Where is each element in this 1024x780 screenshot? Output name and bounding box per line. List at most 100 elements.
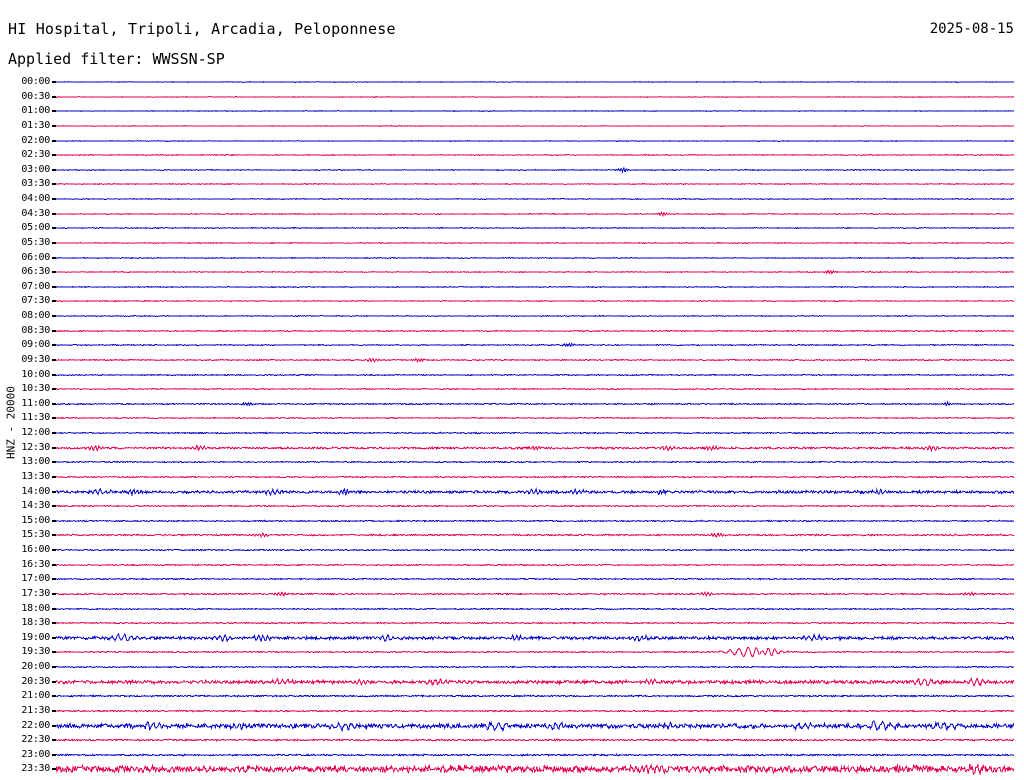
time-axis-label: 17:30 bbox=[21, 587, 50, 599]
seismic-trace bbox=[56, 431, 1014, 435]
trace-row: 06:30 bbox=[0, 265, 1024, 279]
seismic-trace bbox=[56, 300, 1014, 303]
time-axis-label: 20:30 bbox=[21, 675, 50, 687]
time-axis-label: 07:00 bbox=[21, 280, 50, 292]
trace-row: 04:30 bbox=[0, 207, 1024, 221]
axis-tick bbox=[52, 344, 56, 347]
trace-row: 18:00 bbox=[0, 602, 1024, 616]
trace-row: 14:00 bbox=[0, 485, 1024, 499]
seismic-trace bbox=[56, 197, 1014, 201]
trace-row: 05:00 bbox=[0, 221, 1024, 235]
seismic-trace bbox=[56, 124, 1014, 127]
trace-row: 05:30 bbox=[0, 236, 1024, 250]
seismic-trace bbox=[56, 95, 1014, 98]
axis-tick bbox=[52, 680, 56, 683]
time-axis-label: 21:00 bbox=[21, 690, 50, 702]
axis-tick bbox=[52, 198, 56, 200]
trace-row: 22:00 bbox=[0, 719, 1024, 733]
time-axis-label: 19:00 bbox=[21, 631, 50, 643]
trace-row: 23:30 bbox=[0, 762, 1024, 776]
axis-tick bbox=[52, 417, 56, 420]
time-axis-label: 22:30 bbox=[21, 734, 50, 746]
trace-row: 07:00 bbox=[0, 280, 1024, 294]
trace-row: 04:00 bbox=[0, 192, 1024, 206]
axis-tick bbox=[52, 519, 56, 522]
time-axis-label: 13:00 bbox=[21, 456, 50, 468]
trace-row: 20:00 bbox=[0, 660, 1024, 674]
seismic-trace bbox=[56, 210, 1014, 217]
time-axis-label: 20:00 bbox=[21, 661, 50, 672]
axis-tick bbox=[52, 695, 56, 698]
time-axis-label: 19:30 bbox=[21, 646, 50, 658]
axis-tick bbox=[52, 388, 56, 391]
axis-tick bbox=[52, 490, 56, 493]
time-axis-label: 10:30 bbox=[21, 383, 50, 395]
axis-tick bbox=[52, 666, 56, 668]
axis-tick bbox=[52, 212, 56, 215]
seismic-trace bbox=[56, 532, 1014, 539]
seismic-trace bbox=[56, 81, 1014, 83]
trace-row: 20:30 bbox=[0, 675, 1024, 689]
time-axis-label: 16:00 bbox=[21, 544, 50, 555]
axis-tick bbox=[52, 446, 56, 449]
trace-row: 01:00 bbox=[0, 104, 1024, 118]
seismic-trace bbox=[56, 590, 1014, 597]
time-axis-label: 01:30 bbox=[21, 119, 50, 131]
time-axis-label: 14:30 bbox=[21, 500, 50, 512]
seismic-trace bbox=[56, 417, 1014, 420]
seismic-trace bbox=[56, 329, 1014, 332]
time-axis-label: 21:30 bbox=[21, 704, 50, 716]
trace-row: 08:30 bbox=[0, 324, 1024, 338]
seismic-trace bbox=[56, 519, 1014, 523]
trace-row: 07:30 bbox=[0, 294, 1024, 308]
axis-tick bbox=[52, 256, 56, 259]
trace-row: 09:00 bbox=[0, 338, 1024, 352]
axis-tick bbox=[52, 402, 56, 405]
trace-row: 23:00 bbox=[0, 748, 1024, 762]
trace-row: 16:30 bbox=[0, 558, 1024, 572]
trace-row: 15:30 bbox=[0, 528, 1024, 542]
seismic-trace bbox=[56, 647, 1014, 658]
time-axis-label: 09:30 bbox=[21, 353, 50, 365]
seismic-trace bbox=[56, 548, 1014, 552]
seismic-trace bbox=[56, 387, 1014, 391]
axis-tick bbox=[52, 183, 56, 186]
seismic-trace bbox=[56, 227, 1014, 230]
seismic-trace bbox=[56, 460, 1014, 464]
seismic-trace bbox=[56, 183, 1014, 186]
seismic-trace bbox=[56, 399, 1014, 407]
axis-tick bbox=[52, 329, 56, 332]
time-axis-label: 03:30 bbox=[21, 178, 50, 190]
axis-tick bbox=[52, 651, 56, 654]
trace-row: 09:30 bbox=[0, 353, 1024, 367]
time-axis-label: 18:00 bbox=[21, 602, 50, 614]
axis-tick bbox=[52, 724, 56, 727]
axis-tick bbox=[52, 475, 56, 478]
axis-tick bbox=[52, 592, 56, 595]
time-axis-label: 13:30 bbox=[21, 470, 50, 482]
time-axis-label: 12:30 bbox=[21, 441, 50, 453]
seismic-trace bbox=[56, 676, 1014, 687]
trace-row: 17:30 bbox=[0, 587, 1024, 601]
axis-tick bbox=[52, 549, 56, 551]
axis-tick bbox=[52, 241, 56, 244]
seismic-trace bbox=[56, 632, 1014, 643]
trace-row: 14:30 bbox=[0, 499, 1024, 513]
time-axis-label: 06:30 bbox=[21, 266, 50, 278]
seismic-trace bbox=[56, 486, 1014, 497]
trace-row: 06:00 bbox=[0, 251, 1024, 265]
seismic-trace bbox=[56, 166, 1014, 174]
plot-header: HI Hospital, Tripoli, Arcadia, Peloponne… bbox=[0, 0, 1024, 78]
trace-row: 02:30 bbox=[0, 148, 1024, 162]
time-axis-label: 00:00 bbox=[21, 76, 50, 87]
trace-row: 19:00 bbox=[0, 631, 1024, 645]
axis-tick bbox=[52, 139, 56, 142]
time-axis-label: 16:30 bbox=[21, 558, 50, 570]
trace-row: 22:30 bbox=[0, 733, 1024, 747]
axis-tick bbox=[52, 461, 56, 464]
trace-row: 21:30 bbox=[0, 704, 1024, 718]
seismic-trace bbox=[56, 444, 1014, 453]
time-axis-label: 01:00 bbox=[21, 105, 50, 117]
time-axis-label: 18:30 bbox=[21, 617, 50, 629]
axis-tick bbox=[52, 124, 56, 127]
